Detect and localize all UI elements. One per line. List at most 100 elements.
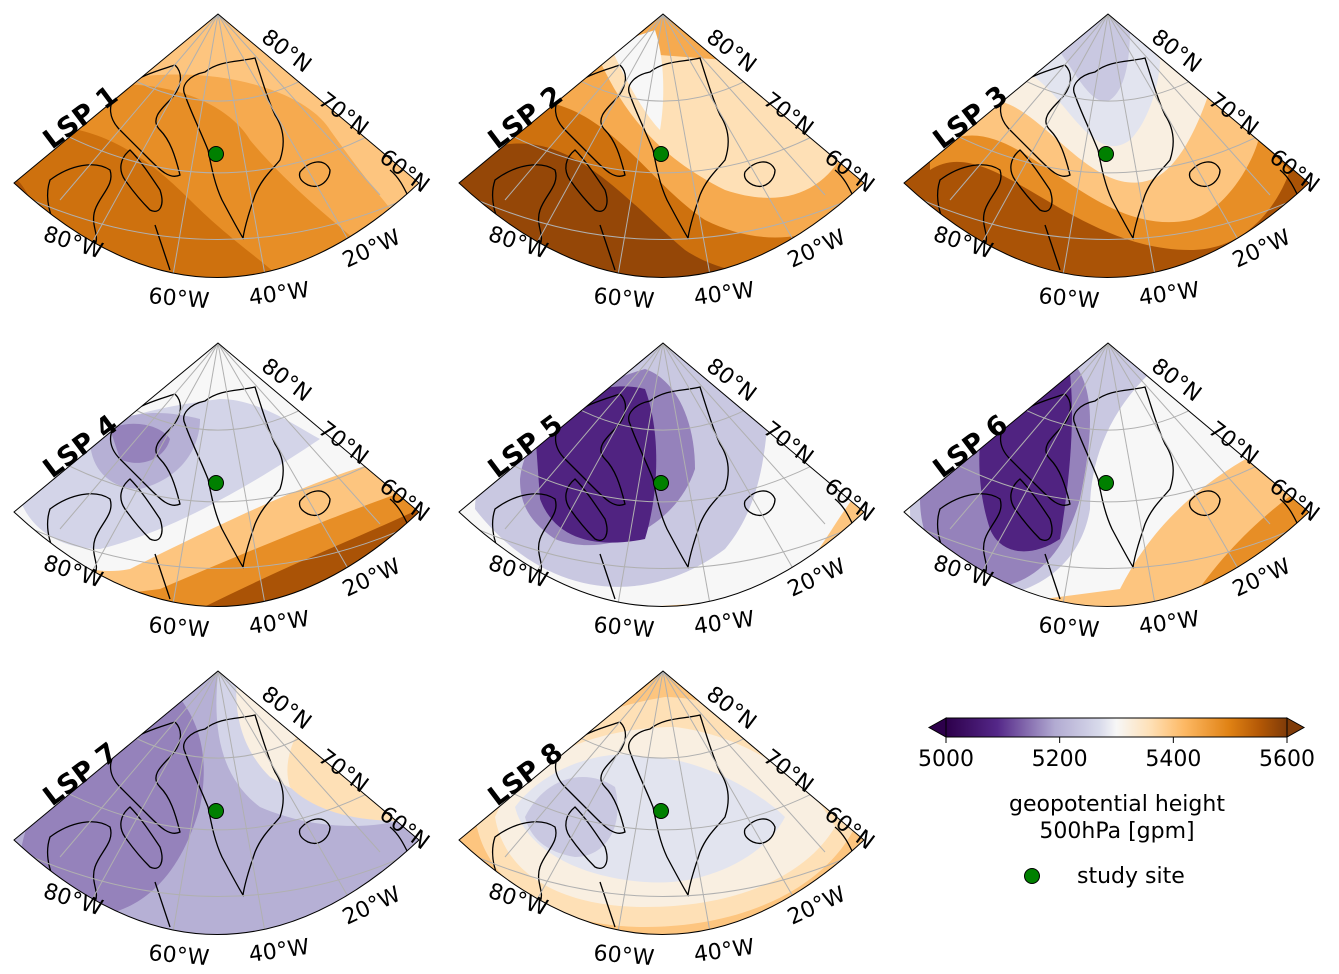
coastline-iceland	[298, 161, 331, 187]
study-site-marker	[208, 803, 224, 819]
coastline-greenland	[1073, 57, 1174, 240]
gridline-lat-60	[459, 474, 864, 569]
longitude-label: 60°W	[592, 613, 655, 643]
gridline-meridian	[662, 14, 826, 196]
gridline-lat-70	[461, 763, 864, 831]
panel-5: LSP 580°N70°N60°N80°W60°W 40°W20°W	[458, 342, 879, 643]
coastline-baffin	[120, 806, 163, 869]
map-boundary	[13, 13, 420, 278]
gridlines	[904, 14, 1309, 276]
contour-band-5240	[525, 777, 618, 857]
gridline-meridian	[172, 14, 219, 276]
coastline-ellesmere	[554, 721, 627, 834]
coastline-baffin	[1010, 478, 1053, 541]
longitude-label: 40°W	[247, 607, 311, 640]
longitude-label: 40°W	[247, 278, 311, 311]
panel-7: LSP 780°N70°N60°N80°W60°W 40°W20°W	[13, 670, 434, 971]
coastline-baffin	[565, 478, 608, 541]
gridline-meridian	[87, 343, 219, 580]
coastline-ellesmere	[109, 721, 182, 834]
colorbar-label-line2: 500hPa [gpm]	[1039, 819, 1194, 844]
gridline-meridian	[1107, 14, 1156, 276]
gridline-meridian	[617, 671, 664, 933]
coastline-iceland	[743, 490, 776, 516]
coastline-greenland	[628, 386, 729, 569]
coastline-labrador	[154, 553, 171, 600]
gridline-lat-60	[904, 145, 1309, 240]
coastline-ellesmere	[554, 64, 627, 177]
gridlines	[14, 14, 419, 276]
coastline-baffin	[565, 149, 608, 212]
study-site-marker	[653, 475, 669, 491]
coastline-baffin	[565, 806, 608, 869]
gridline-meridian	[1107, 343, 1156, 605]
longitude-label: 60°W	[592, 941, 655, 971]
gridline-lat-60	[459, 145, 864, 240]
panel-6: LSP 680°N70°N60°N80°W60°W 40°W20°W	[903, 342, 1324, 643]
coastline-iceland	[1188, 490, 1221, 516]
gridline-meridian	[59, 343, 219, 530]
colorbar-tick-label: 5600	[1259, 747, 1315, 772]
coastline-greenland	[183, 386, 284, 569]
longitude-label: 40°W	[1137, 607, 1201, 640]
colorbar-extend-high	[1286, 717, 1306, 738]
gridline-meridian	[217, 14, 266, 276]
gridline-meridian	[59, 14, 219, 201]
map-boundary	[458, 342, 865, 607]
gridline-lat-60	[14, 802, 419, 897]
panel-3: LSP 380°N70°N60°N80°W60°W 40°W20°W	[903, 13, 1324, 314]
gridline-meridian	[217, 14, 381, 196]
coastlines	[491, 386, 856, 600]
map-boundary	[13, 670, 420, 935]
gridline-meridian	[617, 14, 664, 276]
colorbar-tick-label: 5400	[1145, 747, 1201, 772]
study-site-marker	[1098, 475, 1114, 491]
panel-4: LSP 480°N70°N60°N80°W60°W 40°W20°W	[13, 342, 434, 643]
contour-band-5300	[610, 30, 664, 130]
gridline-meridian	[59, 671, 219, 858]
gridline-meridian	[617, 343, 664, 605]
coastline-baffin	[120, 478, 163, 541]
gridline-lat-60	[904, 474, 1309, 569]
gridline-meridian	[1107, 343, 1241, 573]
gridline-meridian	[532, 671, 664, 908]
gridline-lat-70	[906, 106, 1309, 174]
gridline-meridian	[532, 343, 664, 580]
gridline-meridian	[662, 14, 796, 244]
gridline-meridian	[662, 671, 796, 901]
coastline-ellesmere	[554, 393, 627, 506]
gridline-meridian	[949, 14, 1109, 201]
gridline-meridian	[1107, 343, 1271, 525]
gridline-meridian	[949, 343, 1109, 530]
coastlines	[936, 386, 1301, 600]
longitude-label: 40°W	[692, 278, 756, 311]
gridline-meridian	[1062, 343, 1109, 605]
gridline-meridian	[217, 671, 266, 933]
study-site-marker	[653, 803, 669, 819]
map-boundary	[13, 342, 420, 607]
coastline-greenland	[628, 714, 729, 897]
gridlines	[459, 14, 864, 276]
gridline-meridian	[662, 671, 826, 853]
legend-label-study-site: study site	[1077, 864, 1185, 889]
legend: study site	[1024, 864, 1185, 889]
colorbar: 5000 5200 5400 5600 geopotential height 500…	[918, 717, 1315, 844]
coastline-ellesmere	[999, 393, 1072, 506]
coastline-iceland	[298, 490, 331, 516]
gridline-meridian	[662, 343, 826, 525]
gridline-meridian	[504, 671, 664, 858]
gridline-meridian	[504, 14, 664, 201]
gridline-meridian	[172, 671, 219, 933]
gridlines	[14, 671, 419, 933]
coastline-baffin	[1010, 149, 1053, 212]
coastline-baffin	[120, 149, 163, 212]
longitude-label: 60°W	[592, 284, 655, 314]
coastline-labrador	[154, 881, 171, 928]
study-site-marker	[1098, 146, 1114, 162]
longitude-label: 60°W	[147, 613, 210, 643]
panel-8: LSP 880°N70°N60°N80°W60°W 40°W20°W	[458, 670, 879, 971]
gridline-lat-60	[14, 474, 419, 569]
study-site-marker	[653, 146, 669, 162]
coastline-labrador	[599, 224, 616, 271]
